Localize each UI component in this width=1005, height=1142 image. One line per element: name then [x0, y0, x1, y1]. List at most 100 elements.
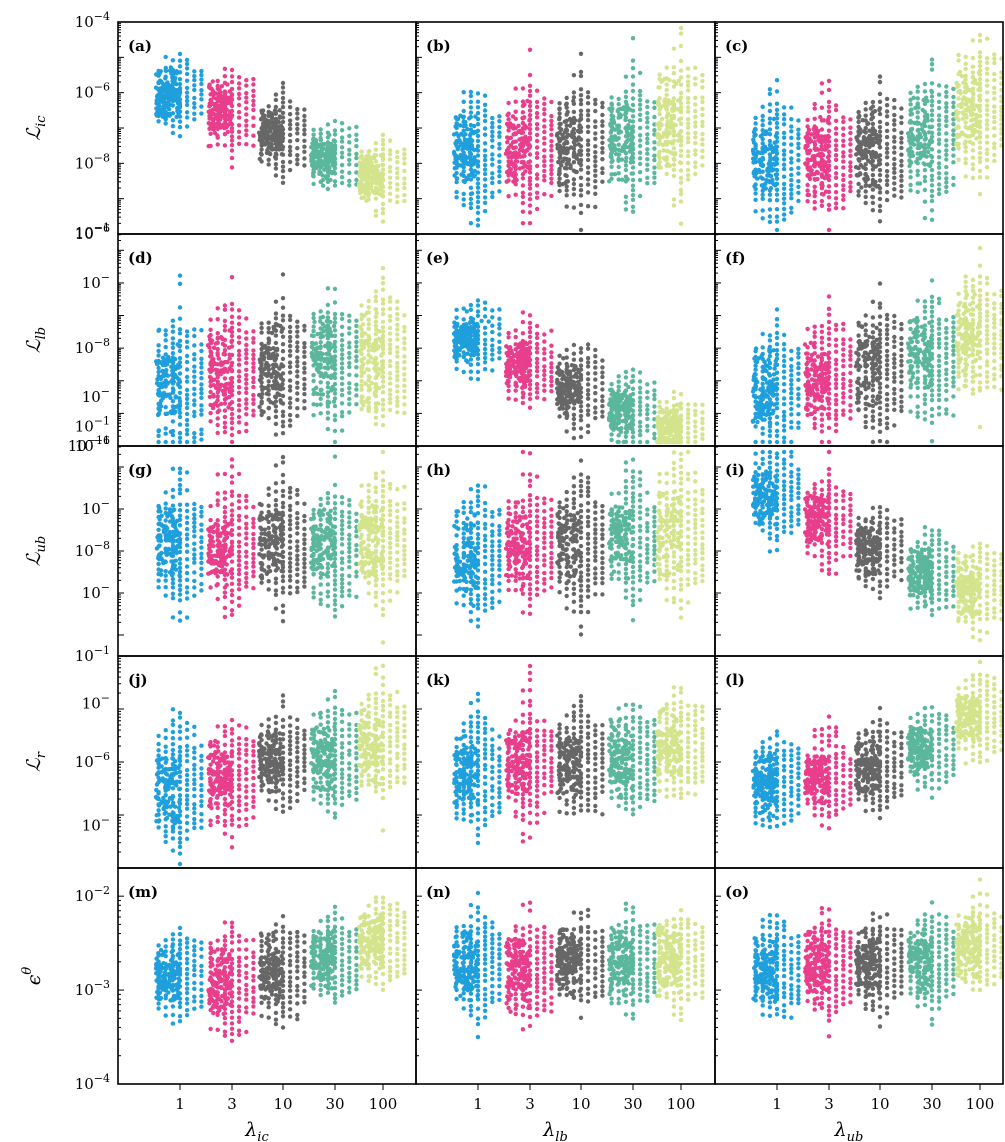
data-point — [237, 81, 241, 85]
data-point — [156, 353, 160, 357]
data-point — [347, 373, 351, 377]
data-point — [452, 150, 456, 154]
data-point — [185, 428, 189, 432]
data-point — [354, 383, 358, 387]
data-point — [171, 388, 175, 392]
data-point — [542, 164, 546, 168]
data-point — [579, 188, 583, 192]
data-point — [909, 127, 913, 131]
data-point — [871, 201, 875, 205]
data-point — [185, 388, 189, 392]
data-point — [315, 403, 319, 407]
data-point — [848, 189, 852, 193]
data-point — [388, 347, 392, 351]
data-point — [347, 355, 351, 359]
data-point — [230, 412, 234, 416]
data-point — [281, 306, 285, 310]
data-point — [937, 176, 941, 180]
data-point — [668, 124, 672, 128]
data-point — [600, 101, 604, 105]
data-point — [766, 170, 770, 174]
data-point — [841, 139, 845, 143]
data-point — [663, 97, 667, 101]
data-point — [570, 130, 574, 134]
data-point — [813, 185, 817, 189]
data-point — [569, 145, 573, 149]
data-point — [586, 95, 590, 99]
data-point — [333, 119, 337, 123]
data-point — [656, 162, 660, 166]
data-point — [528, 104, 532, 108]
data-point — [951, 122, 955, 126]
data-point — [848, 160, 852, 164]
data-point — [157, 411, 161, 415]
data-point — [199, 361, 203, 365]
data-point — [686, 140, 690, 144]
data-point — [185, 354, 189, 358]
data-point — [951, 153, 955, 157]
data-point — [219, 372, 223, 376]
data-point — [558, 152, 562, 156]
data-point — [834, 143, 838, 147]
data-point — [525, 99, 529, 103]
data-point — [686, 110, 690, 114]
data-point — [281, 272, 285, 276]
data-point — [878, 178, 882, 182]
data-point — [908, 183, 912, 187]
data-point — [295, 398, 299, 402]
data-point — [260, 388, 264, 392]
data-point — [672, 168, 676, 172]
data-point — [864, 156, 868, 160]
data-point — [916, 89, 920, 93]
data-point — [631, 210, 635, 214]
data-point — [395, 160, 399, 164]
data-point — [469, 94, 473, 98]
data-point — [652, 154, 656, 158]
data-point — [490, 134, 494, 138]
data-point — [476, 303, 480, 307]
data-point — [572, 182, 576, 186]
data-point — [388, 351, 392, 355]
data-point — [388, 338, 392, 342]
data-point — [274, 92, 278, 96]
data-point — [834, 171, 838, 175]
data-point — [223, 408, 227, 412]
data-point — [388, 185, 392, 189]
data-point — [251, 357, 255, 361]
data-point — [944, 148, 948, 152]
data-point — [259, 147, 263, 151]
data-point — [920, 123, 924, 127]
data-point — [288, 424, 292, 428]
data-point — [192, 403, 196, 407]
data-point — [171, 380, 175, 384]
data-point — [463, 158, 467, 162]
data-point — [930, 183, 934, 187]
data-point — [402, 147, 406, 151]
data-point — [504, 344, 508, 348]
data-point — [156, 349, 160, 353]
data-point — [218, 117, 222, 121]
data-point — [877, 108, 881, 112]
data-point — [237, 142, 241, 146]
data-point — [579, 183, 583, 187]
data-point — [295, 355, 299, 359]
data-point — [402, 193, 406, 197]
data-point — [178, 436, 182, 440]
data-point — [856, 193, 860, 197]
data-point — [899, 140, 903, 144]
data-point — [572, 187, 576, 191]
data-point — [276, 134, 280, 138]
data-point — [199, 111, 203, 115]
data-point — [571, 99, 575, 103]
data-point — [789, 136, 793, 140]
data-point — [985, 108, 989, 112]
data-point — [577, 149, 581, 153]
data-point — [693, 160, 697, 164]
data-point — [638, 170, 642, 174]
data-point — [549, 148, 553, 152]
data-point — [340, 401, 344, 405]
data-point — [992, 134, 996, 138]
data-point — [395, 410, 399, 414]
data-point — [320, 147, 324, 151]
data-point — [869, 117, 873, 121]
